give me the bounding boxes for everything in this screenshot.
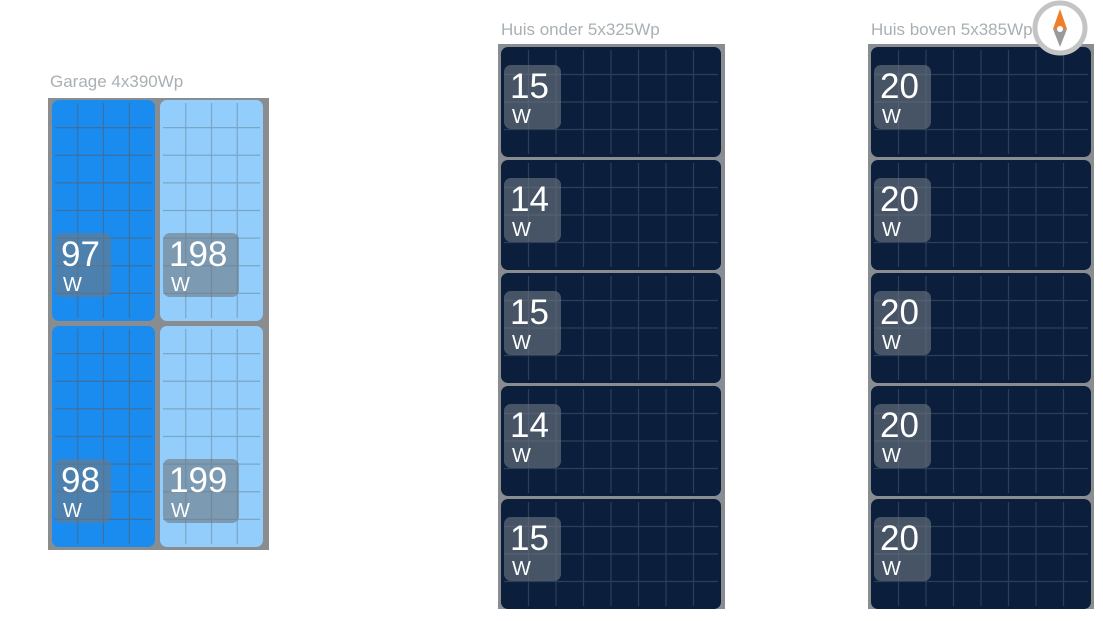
compass-needle-north: [1053, 9, 1067, 29]
power-value: 199: [169, 461, 227, 500]
power-badge: [163, 233, 239, 297]
power-unit: W: [171, 500, 190, 522]
compass-center: [1057, 26, 1063, 32]
power-value: 14: [510, 406, 549, 445]
solar-panel: 20W: [871, 386, 1091, 496]
power-unit: W: [882, 558, 901, 580]
power-value: 20: [880, 406, 919, 445]
power-unit: W: [882, 219, 901, 241]
power-badge: [504, 517, 561, 581]
power-badge: [504, 404, 561, 468]
solar-panel: 20W: [871, 273, 1091, 383]
solar-panel: 98W: [52, 326, 155, 547]
solar-panel: 15W: [501, 499, 721, 609]
power-value: 98: [61, 461, 100, 500]
power-badge: [874, 291, 931, 355]
group-title: Garage 4x390Wp: [50, 72, 183, 91]
power-unit: W: [63, 274, 82, 296]
power-badge: [874, 404, 931, 468]
group-title: Huis onder 5x325Wp: [501, 20, 660, 39]
power-badge: [55, 233, 111, 297]
group-title: Huis boven 5x385Wp: [871, 20, 1033, 39]
solar-panel: 15W: [501, 273, 721, 383]
power-badge: [504, 178, 561, 242]
power-value: 15: [510, 519, 549, 558]
solar-panel: 14W: [501, 160, 721, 270]
power-unit: W: [882, 445, 901, 467]
power-badge: [55, 459, 111, 523]
power-value: 15: [510, 67, 549, 106]
power-unit: W: [882, 332, 901, 354]
compass-needle-south: [1053, 29, 1067, 47]
power-value: 20: [880, 519, 919, 558]
power-unit: W: [63, 500, 82, 522]
power-value: 14: [510, 180, 549, 219]
power-unit: W: [512, 558, 531, 580]
power-unit: W: [512, 445, 531, 467]
power-unit: W: [512, 332, 531, 354]
power-badge: [874, 65, 931, 129]
power-value: 20: [880, 67, 919, 106]
power-unit: W: [512, 106, 531, 128]
power-unit: W: [882, 106, 901, 128]
solar-panel: 20W: [871, 499, 1091, 609]
compass-icon: [1032, 0, 1088, 56]
power-badge: [504, 291, 561, 355]
solar-panel: 97W: [52, 100, 155, 321]
power-value: 97: [61, 235, 100, 274]
solar-panel: 14W: [501, 386, 721, 496]
power-unit: W: [512, 219, 531, 241]
power-value: 198: [169, 235, 227, 274]
power-badge: [874, 178, 931, 242]
solar-panel: 15W: [501, 47, 721, 157]
solar-panel: 20W: [871, 160, 1091, 270]
power-badge: [504, 65, 561, 129]
solar-panel: 20W: [871, 47, 1091, 157]
power-badge: [874, 517, 931, 581]
power-value: 15: [510, 293, 549, 332]
power-value: 20: [880, 180, 919, 219]
power-badge: [163, 459, 239, 523]
power-value: 20: [880, 293, 919, 332]
power-unit: W: [171, 274, 190, 296]
